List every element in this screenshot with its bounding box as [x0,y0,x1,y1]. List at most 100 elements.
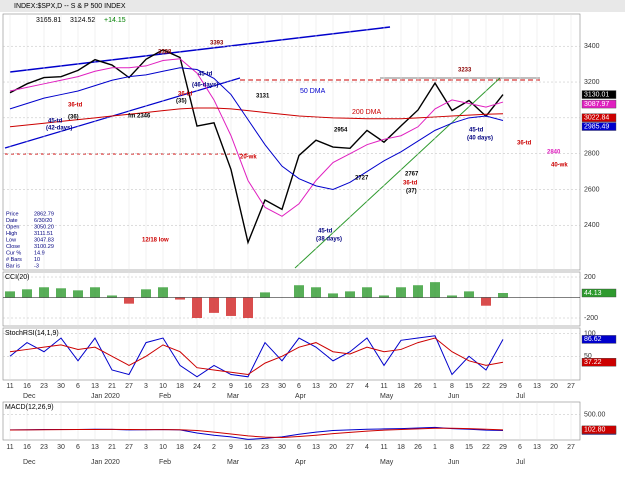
bar [311,287,321,298]
current-value-box [581,113,617,122]
bar [39,287,49,298]
info-label: Bar is [6,263,20,269]
x-tick-label: 10 [159,444,167,451]
bar [22,289,32,298]
month-label: Jan 2020 [91,393,120,400]
x-tick-label: 8 [450,383,454,390]
y-tick-label: 500.00 [584,412,606,419]
bar [464,291,474,298]
info-value: -3 [34,263,39,269]
current-value-box [581,335,617,344]
month-label: May [380,393,394,400]
annotation: (38 days) [316,237,342,243]
x-tick-label: 27 [346,444,354,451]
y-tick-label: 2600 [584,186,600,193]
month-label: Mar [227,459,240,466]
series-line [9,107,504,128]
x-tick-label: 18 [397,444,405,451]
info-label: Low [6,237,16,243]
bar [124,297,134,304]
month-label: Apr [295,459,307,466]
x-tick-label: 30 [278,444,286,451]
panel-frame [2,13,581,271]
month-label: Jul [516,393,525,400]
annotation: 12/18 low [142,238,169,244]
x-tick-label: 11 [6,383,13,390]
bar [243,297,253,319]
month-label: Dec [23,393,36,400]
x-tick-label: 29 [499,383,507,390]
x-tick-label: 13 [312,383,320,390]
y-tick-label: 3400 [584,43,600,50]
series-label: 50 DMA [300,88,326,95]
annotation: 3131 [256,94,270,100]
annotation: 20-wk [240,155,257,161]
header-bar [0,0,625,12]
x-tick-label: 18 [176,444,184,451]
x-tick-label: 6 [297,444,301,451]
annotation: 3328 [158,50,172,56]
x-tick-label: 30 [57,383,65,390]
current-value-box [581,288,617,298]
series-line [9,335,504,378]
x-tick-label: 10 [159,383,167,390]
current-value-label: 37.22 [584,359,602,366]
x-tick-label: 23 [40,444,48,451]
x-tick-label: 4 [365,383,369,390]
bar [328,293,338,298]
series-line [9,58,504,217]
x-tick-label: 22 [482,444,490,451]
x-tick-label: 1 [433,383,437,390]
x-tick-label: 27 [567,444,575,451]
current-value-box [581,99,617,109]
annotation: 45-td [48,119,63,125]
y-tick-label: 2400 [584,222,600,229]
bar [141,289,151,298]
series-label: 200 DMA [352,109,382,116]
annotation: 2727 [355,176,369,182]
bar [56,288,66,298]
x-tick-label: 13 [91,383,99,390]
x-tick-label: 30 [57,444,65,451]
annotation: (46-days) [192,83,218,89]
trend-line [9,26,391,73]
month-label: Jun [448,459,459,466]
month-label: Apr [295,393,307,400]
month-label: Jan 2020 [91,459,120,466]
info-label: Close [6,244,20,250]
current-value-box [581,122,617,131]
annotation: 2954 [334,128,348,134]
annotation: 45-td [198,72,213,78]
bar [192,297,202,319]
month-label: Jul [516,459,525,466]
x-tick-label: 6 [297,383,301,390]
x-tick-label: 27 [125,444,133,451]
x-tick-label: 3 [144,444,148,451]
bar [90,287,100,298]
month-label: Feb [159,459,171,466]
info-label: Date [6,218,18,224]
current-value-label: 86.62 [584,336,602,343]
info-value: 3050.20 [34,224,54,230]
x-tick-label: 23 [261,383,269,390]
x-tick-label: 9 [229,383,233,390]
x-tick-label: 13 [533,383,541,390]
bar [430,282,440,298]
x-tick-label: 20 [329,383,337,390]
x-tick-label: 23 [40,383,48,390]
info-value: 2862.79 [34,211,54,217]
bar [362,287,372,298]
series-line [9,67,504,190]
x-tick-label: 8 [450,444,454,451]
annotation: 36-td [517,141,532,147]
month-label: Feb [159,393,171,400]
info-value: 3047.83 [34,237,54,243]
x-tick-label: 6 [518,383,522,390]
x-tick-label: 6 [518,444,522,451]
x-tick-label: 11 [380,383,387,390]
annotation: 45-td [318,229,333,235]
info-value: 3100.29 [34,244,54,250]
x-tick-label: 16 [23,383,31,390]
x-tick-label: 29 [499,444,507,451]
